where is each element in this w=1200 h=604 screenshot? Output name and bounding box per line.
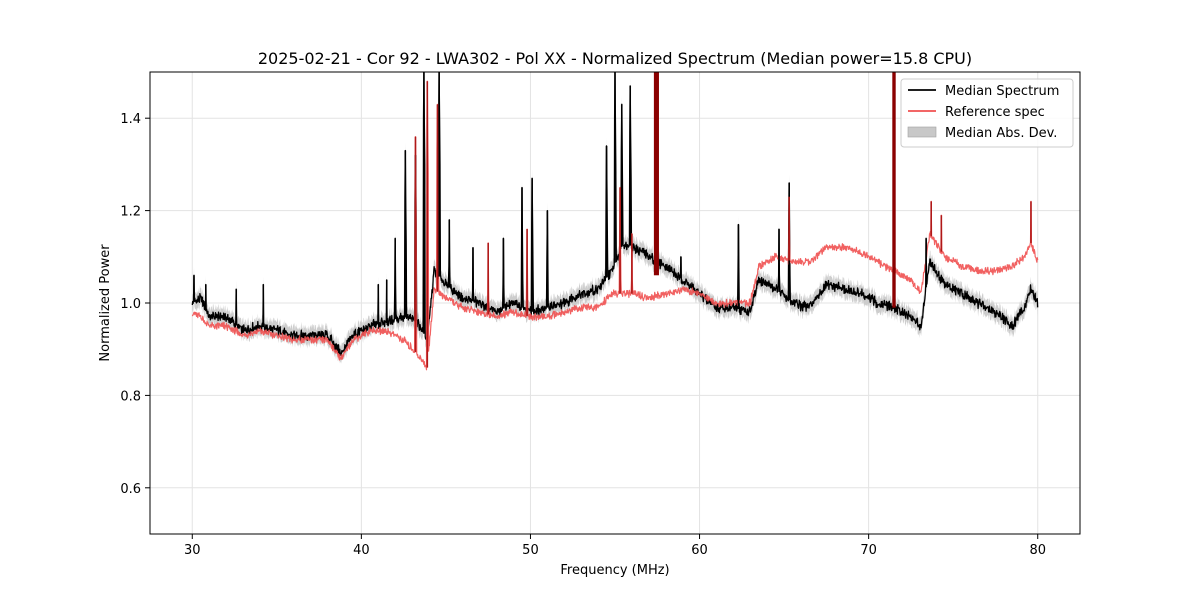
- x-tick-label: 40: [353, 543, 370, 558]
- y-tick-label: 1.0: [120, 297, 141, 312]
- x-tick-label: 60: [691, 543, 708, 558]
- median-spectrum-line: [191, 72, 1039, 356]
- rfi-band: [892, 72, 896, 308]
- x-axis-label: Frequency (MHz): [560, 563, 669, 578]
- legend-label-mad: Median Abs. Dev.: [945, 126, 1057, 141]
- y-axis-ticks: 0.6 0.8 1.0 1.2 1.4: [120, 112, 150, 497]
- y-axis-label: Normalized Power: [98, 244, 113, 362]
- legend-label-median: Median Spectrum: [945, 84, 1059, 99]
- y-tick-label: 0.6: [120, 482, 141, 497]
- legend-swatch-mad: [907, 126, 937, 138]
- x-tick-label: 80: [1029, 543, 1046, 558]
- chart-title: 2025-02-21 - Cor 92 - LWA302 - Pol XX - …: [258, 49, 972, 68]
- x-tick-label: 50: [522, 543, 539, 558]
- y-tick-label: 1.4: [120, 112, 141, 127]
- y-tick-label: 1.2: [120, 205, 141, 220]
- mad-band: [192, 72, 1038, 364]
- x-tick-label: 30: [184, 543, 201, 558]
- y-tick-label: 0.8: [120, 389, 141, 404]
- legend-label-reference: Reference spec: [945, 105, 1045, 120]
- x-axis-ticks: 30 40 50 60 70 80: [184, 534, 1046, 558]
- x-tick-label: 70: [860, 543, 877, 558]
- rfi-band: [653, 72, 659, 276]
- legend-box: [900, 78, 1074, 148]
- legend: Median Spectrum Reference spec Median Ab…: [900, 78, 1074, 148]
- reference-spectrum-line: [191, 80, 1039, 371]
- plot-area: [191, 72, 1039, 371]
